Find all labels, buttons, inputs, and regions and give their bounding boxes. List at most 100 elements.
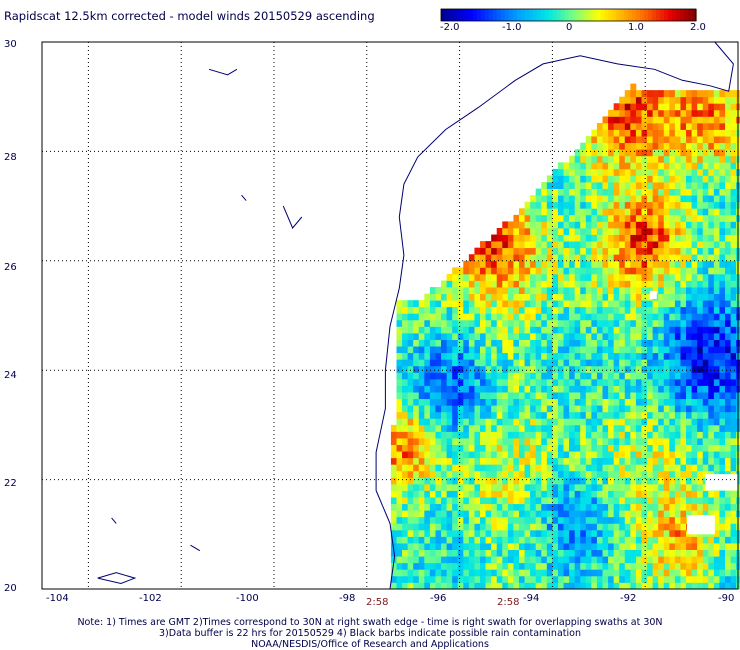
swath-pixel [674,129,681,137]
swath-pixel [613,306,620,314]
swath-pixel [557,346,564,354]
swath-pixel [546,319,553,327]
swath-pixel [647,273,654,281]
swath-pixel [413,575,420,583]
swath-pixel [658,405,665,413]
swath-pixel [530,333,537,340]
swath-pixel [413,431,420,439]
swath-pixel [502,352,509,360]
swath-pixel [663,234,670,242]
swath-pixel [669,300,676,308]
swath-pixel [635,516,642,524]
swath-pixel [697,483,704,491]
swath-pixel [596,562,603,570]
swath-pixel [585,162,592,170]
swath-pixel [574,372,581,380]
swath-pixel [474,477,481,485]
swath-pixel [702,562,709,570]
swath-pixel [697,287,704,295]
swath-pixel [602,582,609,590]
swath-pixel [608,365,615,373]
swath-pixel [697,109,704,117]
swath-pixel [524,444,531,452]
swath-pixel [441,372,448,380]
swath-pixel [413,444,420,452]
swath-pixel [457,483,464,491]
swath-pixel [719,221,726,229]
swath-pixel [574,451,581,459]
swath-pixel [591,168,598,176]
swath-pixel [719,201,726,209]
swath-pixel [635,543,642,551]
swath-pixel [530,424,537,432]
swath-pixel [513,451,520,459]
swath-pixel [652,116,659,124]
swath-pixel [619,424,626,432]
swath-pixel [541,227,548,235]
swath-pixel [691,333,698,340]
swath-pixel [630,201,637,209]
swath-pixel [524,431,531,439]
swath-pixel [674,424,681,432]
inland-water-outline [190,544,201,552]
swath-pixel [402,457,409,465]
swath-pixel [647,503,654,511]
swath-pixel [563,234,570,242]
swath-pixel [674,260,681,268]
swath-pixel [691,346,698,354]
swath-pixel [602,392,609,400]
swath-pixel [708,260,715,268]
swath-pixel [507,319,514,327]
swath-pixel [535,477,542,485]
swath-pixel [652,346,659,354]
swath-pixel [441,326,448,334]
swath-pixel [580,339,587,347]
swath-pixel [563,483,570,491]
swath-pixel [480,385,486,393]
swath-pixel [441,424,448,432]
swath-pixel [669,247,676,255]
swath-pixel [652,451,659,459]
swath-pixel [669,477,676,485]
swath-pixel [652,162,659,170]
swath-pixel [686,287,692,295]
swath-pixel [719,339,726,347]
swath-pixel [619,457,626,465]
swath-pixel [663,464,670,472]
swath-pixel [725,326,731,334]
swath-pixel [719,142,726,150]
swath-pixel [390,510,397,518]
swath-pixel [708,136,715,144]
swath-pixel [418,378,425,386]
colorbar-segment [492,9,498,21]
swath-pixel [518,293,525,301]
swath-pixel [624,575,631,583]
swath-pixel [674,300,681,308]
swath-pixel [524,254,531,262]
swath-pixel [713,313,720,321]
swath-pixel [457,378,464,386]
swath-pixel [602,365,609,373]
swath-pixel [569,214,576,222]
swath-pixel [630,247,637,255]
swath-pixel [468,287,475,295]
swath-pixel [647,90,654,98]
swath-pixel [624,155,631,163]
swath-pixel [613,122,620,130]
swath-pixel [624,273,631,281]
colorbar-segment [660,9,665,21]
swath-pixel [502,562,509,570]
swath-pixel [663,418,670,426]
swath-pixel [630,405,637,413]
swath-pixel [680,221,687,229]
swath-pixel [702,267,709,275]
swath-pixel [441,287,448,295]
swath-pixel [396,333,403,340]
swath-pixel [641,483,648,491]
swath-pixel [641,497,648,505]
swath-pixel [463,273,470,281]
swath-pixel [591,155,598,163]
swath-pixel [596,582,603,590]
swath-pixel [674,477,681,485]
swath-pixel [390,470,397,478]
